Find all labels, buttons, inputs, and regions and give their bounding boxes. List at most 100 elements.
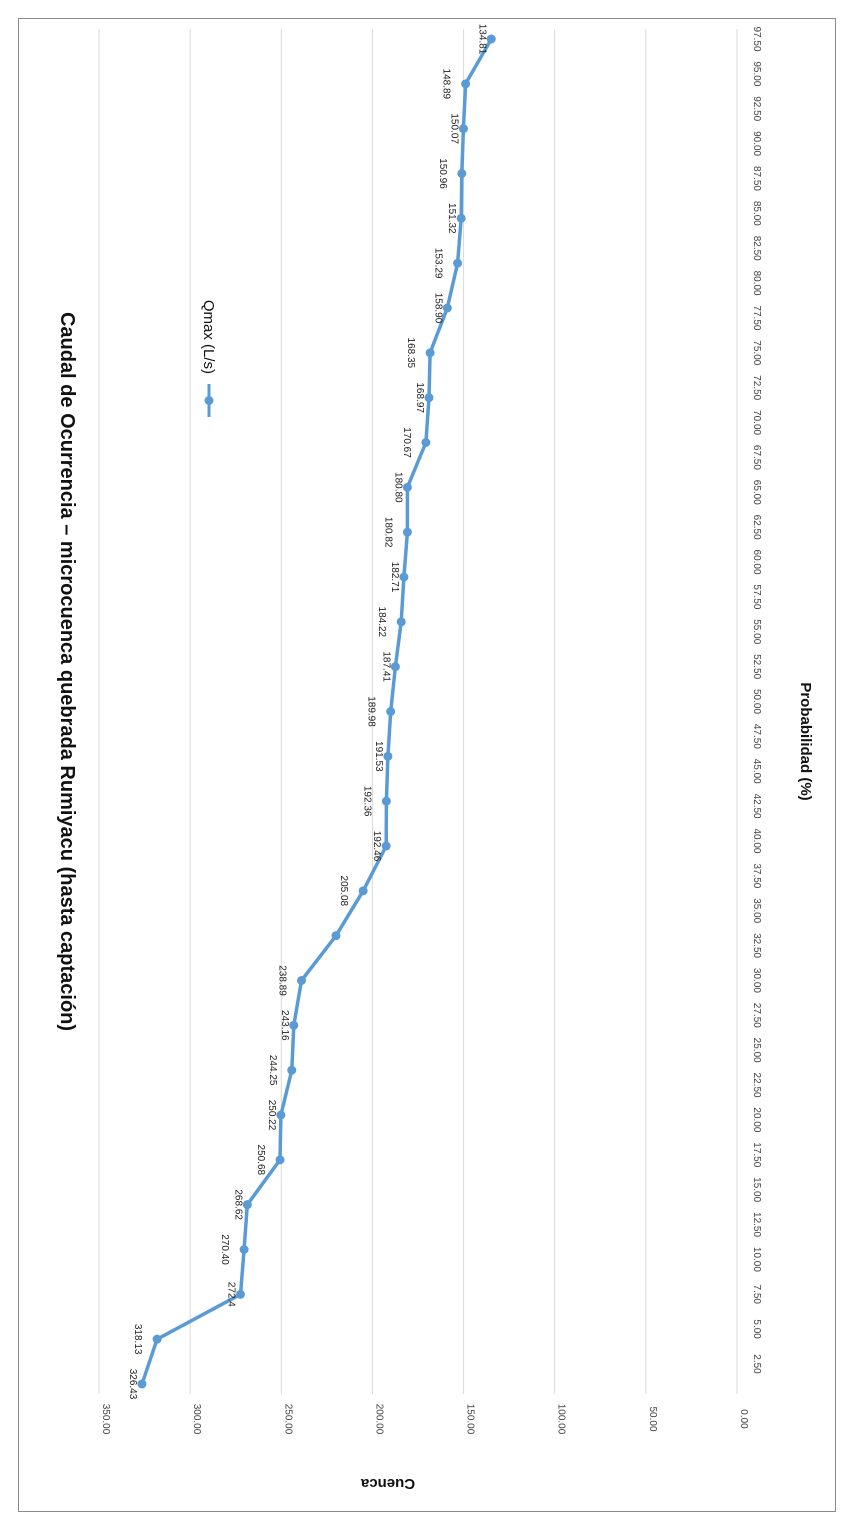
x-tick-label: 70.00 bbox=[751, 410, 762, 435]
x-tick-label: 40.00 bbox=[751, 828, 762, 853]
x-tick-label: 75.00 bbox=[751, 340, 762, 365]
data-label: 134.81 bbox=[476, 24, 487, 55]
data-point bbox=[390, 662, 400, 672]
data-label: 250.22 bbox=[266, 1100, 277, 1131]
data-point bbox=[381, 796, 391, 806]
data-label: 187.41 bbox=[380, 651, 391, 682]
y-tick-labels: 0.00 50.00 100.00 150.00 200.00 250.00 300.00 3… bbox=[100, 1404, 749, 1435]
data-label: 205.08 bbox=[338, 876, 349, 907]
legend: Qmax (L/s) bbox=[200, 300, 217, 417]
x-tick-label: 30.00 bbox=[751, 968, 762, 993]
data-label: 326.43 bbox=[127, 1369, 138, 1400]
data-point bbox=[453, 258, 463, 268]
data-label: 318.13 bbox=[132, 1324, 143, 1355]
data-point bbox=[383, 751, 393, 761]
x-tick-label: 35.00 bbox=[751, 898, 762, 923]
x-tick-label: 27.50 bbox=[751, 1003, 762, 1028]
data-point bbox=[402, 482, 412, 492]
data-point bbox=[275, 1155, 285, 1165]
data-point bbox=[424, 393, 434, 403]
x-tick-label: 25.00 bbox=[751, 1038, 762, 1063]
data-point bbox=[287, 1065, 297, 1075]
x-tick-label: 55.00 bbox=[751, 619, 762, 644]
data-label: 268.62 bbox=[232, 1189, 243, 1220]
data-point bbox=[331, 931, 341, 941]
x-tick-label: 57.50 bbox=[751, 584, 762, 609]
y-tick-label: 350.00 bbox=[100, 1404, 111, 1435]
data-point bbox=[235, 1289, 245, 1299]
data-label: 150.07 bbox=[448, 113, 459, 144]
x-tick-label: 45.00 bbox=[751, 759, 762, 784]
series-group bbox=[137, 34, 496, 1389]
x-tick-label: 72.50 bbox=[751, 375, 762, 400]
x-tick-label: 97.50 bbox=[751, 26, 762, 51]
x-tick-label: 82.50 bbox=[751, 236, 762, 261]
chart-frame: 2.50 5.00 7.50 10.00 12.50 15.00 17.50 20.00 22.… bbox=[18, 18, 836, 1512]
data-label: 184.22 bbox=[376, 607, 387, 638]
data-point bbox=[358, 886, 368, 896]
x-tick-label: 37.50 bbox=[751, 863, 762, 888]
x-tick-label: 2.50 bbox=[751, 1354, 762, 1374]
data-point bbox=[402, 527, 412, 537]
data-point bbox=[456, 213, 466, 223]
data-label: 150.96 bbox=[437, 158, 448, 189]
legend-dot-marker bbox=[204, 396, 214, 405]
data-point bbox=[442, 303, 452, 313]
y-tick-label: 0.00 bbox=[738, 1409, 749, 1429]
legend-label: Qmax (L/s) bbox=[200, 300, 217, 374]
data-label: 243.16 bbox=[279, 1010, 290, 1041]
data-label: 158.90 bbox=[432, 293, 443, 324]
x-tick-label: 95.00 bbox=[751, 61, 762, 86]
data-point bbox=[137, 1379, 147, 1389]
x-tick-label: 65.00 bbox=[751, 480, 762, 505]
y-tick-label: 300.00 bbox=[191, 1404, 202, 1435]
data-label: 153.29 bbox=[433, 248, 444, 279]
y-tick-label: 100.00 bbox=[556, 1404, 567, 1435]
data-label: 182.71 bbox=[389, 562, 400, 593]
data-label: 270.40 bbox=[219, 1234, 230, 1265]
x-tick-label: 17.50 bbox=[751, 1142, 762, 1167]
x-tick-label: 77.50 bbox=[751, 305, 762, 330]
data-label: 238.89 bbox=[277, 965, 288, 996]
x-tick-label: 60.00 bbox=[751, 550, 762, 575]
x-tick-label: 22.50 bbox=[751, 1073, 762, 1098]
data-point bbox=[242, 1200, 252, 1210]
y-tick-label: 250.00 bbox=[282, 1404, 293, 1435]
data-label: 170.67 bbox=[401, 427, 412, 458]
data-point bbox=[396, 617, 406, 627]
x-tick-label: 32.50 bbox=[751, 933, 762, 958]
x-tick-label: 67.50 bbox=[751, 445, 762, 470]
data-point bbox=[461, 79, 471, 89]
x-tick-label: 92.50 bbox=[751, 96, 762, 121]
x-axis-title: Probabilidad (%) bbox=[797, 682, 814, 800]
data-point bbox=[297, 976, 307, 985]
x-tick-label: 85.00 bbox=[751, 201, 762, 226]
data-point bbox=[152, 1334, 162, 1344]
x-tick-label: 20.00 bbox=[751, 1107, 762, 1132]
data-point bbox=[239, 1245, 249, 1254]
data-label: 168.35 bbox=[405, 338, 416, 369]
data-point bbox=[458, 124, 468, 134]
y-tick-label: 50.00 bbox=[647, 1406, 658, 1431]
data-point bbox=[457, 169, 467, 178]
x-tick-labels: 2.50 5.00 7.50 10.00 12.50 15.00 17.50 20.00 22.… bbox=[751, 26, 762, 1374]
x-tick-label: 47.50 bbox=[751, 724, 762, 749]
data-label: 192.46 bbox=[371, 831, 382, 862]
data-label: 180.80 bbox=[392, 472, 403, 503]
y-tick-label: 200.00 bbox=[373, 1404, 384, 1435]
data-label: 272.4 bbox=[225, 1282, 236, 1307]
data-point bbox=[486, 34, 496, 44]
data-point bbox=[381, 841, 391, 851]
x-tick-label: 50.00 bbox=[751, 689, 762, 714]
data-label: 151.32 bbox=[446, 203, 457, 234]
x-tick-label: 62.50 bbox=[751, 515, 762, 540]
data-point bbox=[289, 1020, 299, 1030]
data-labels: 326.43 318.13 272.4 270.40 268.62 250.68 250.2… bbox=[127, 24, 487, 1400]
data-point bbox=[386, 707, 396, 716]
data-point bbox=[425, 348, 435, 358]
data-point bbox=[399, 572, 409, 582]
data-label: 168.97 bbox=[414, 382, 425, 413]
x-tick-label: 12.50 bbox=[751, 1212, 762, 1237]
data-label: 250.68 bbox=[255, 1145, 266, 1176]
data-label: 191.53 bbox=[373, 741, 384, 772]
